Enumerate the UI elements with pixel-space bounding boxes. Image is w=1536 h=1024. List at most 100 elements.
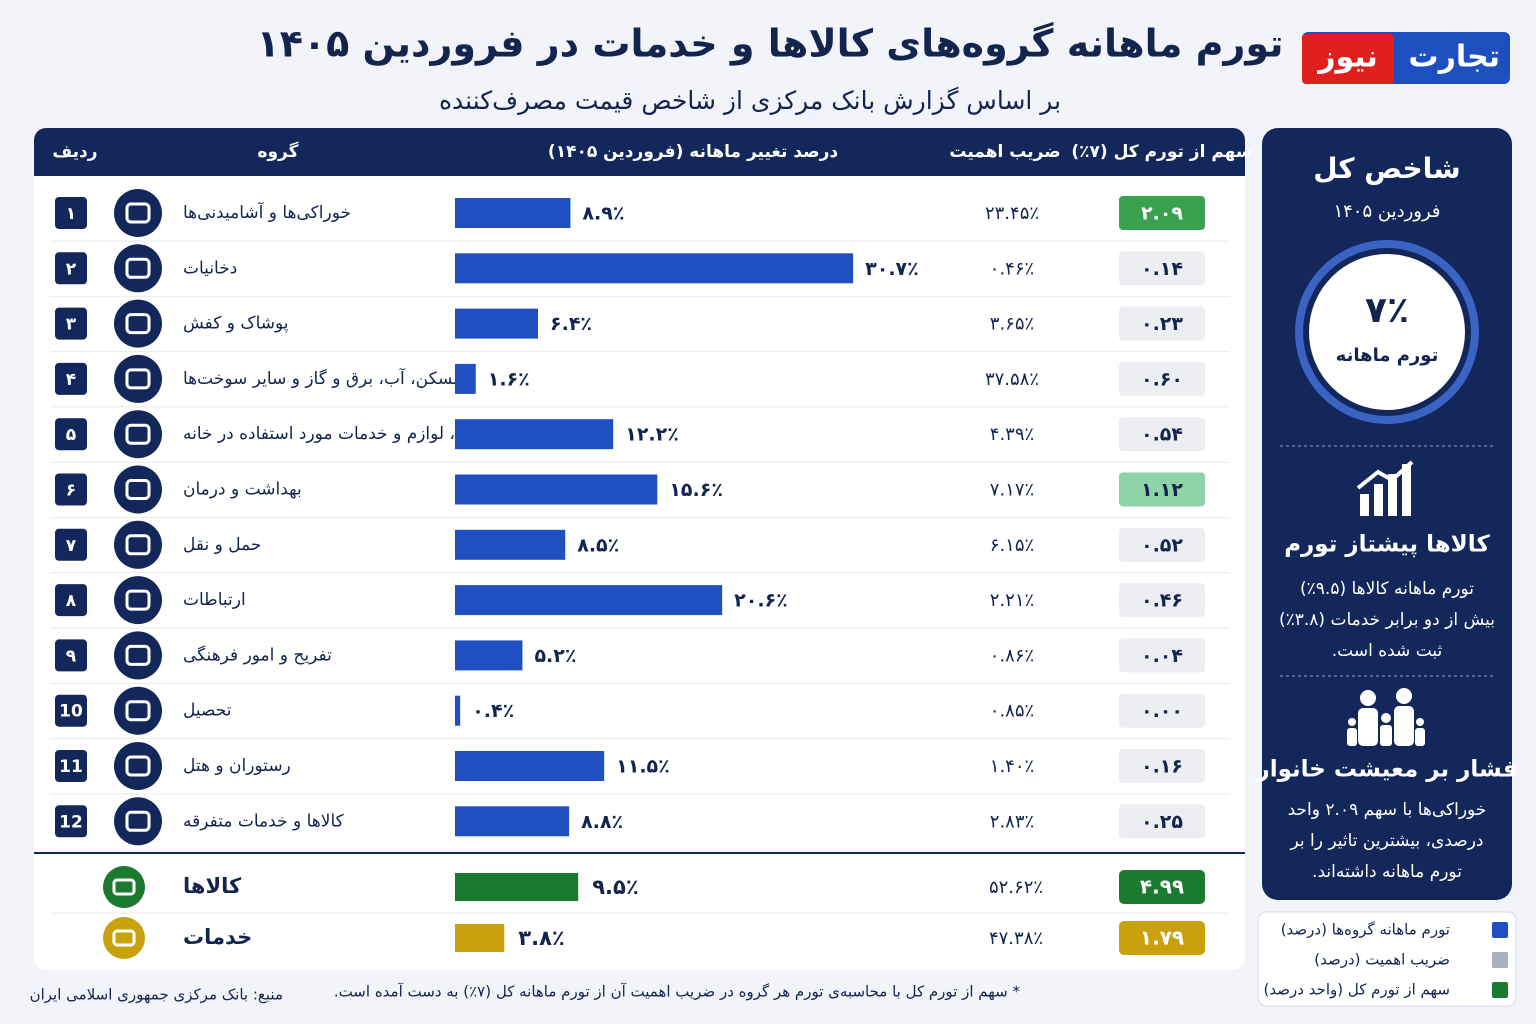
total-contribution: ۴.۹۹ <box>1140 875 1184 899</box>
panel-text: بیش از دو برابر خدمات (۳.۸٪) <box>1279 610 1495 630</box>
row-number-box <box>55 584 87 617</box>
value-label: ۸.۸٪ <box>581 811 623 833</box>
contribution: ۱.۱۲ <box>1141 479 1183 501</box>
title: تورم ماهانه گروه‌های کالاها و خدمات در ف… <box>257 22 1284 67</box>
category-label: رستوران و هتل <box>183 756 291 776</box>
row-icon-glyph <box>125 755 151 777</box>
contribution-box <box>1119 749 1205 783</box>
row-icon <box>114 686 162 735</box>
row-number-box <box>55 418 87 451</box>
row-number-box <box>55 528 87 561</box>
legend-swatch <box>1492 922 1508 938</box>
row-number-box <box>55 805 87 838</box>
bar <box>455 695 461 726</box>
row-icon-glyph <box>125 700 151 722</box>
row-icon-glyph <box>125 810 151 832</box>
category-label: دخانیات <box>183 258 237 278</box>
total-icon-glyph <box>112 929 136 947</box>
weight: ۱.۴۰٪ <box>990 756 1034 777</box>
value-label: ۲۰.۶٪ <box>734 590 788 612</box>
bar <box>455 363 476 394</box>
value-label: ۵.۲٪ <box>534 645 576 667</box>
category-label: ارتباطات <box>183 590 246 610</box>
panel-value: ۷٪ <box>1365 290 1409 331</box>
bar <box>455 585 723 616</box>
panel-heading: کالاها پیشتاز تورم <box>1284 532 1490 558</box>
weight: ۰.۸۶٪ <box>990 645 1034 666</box>
contribution: ۰.۵۲ <box>1141 534 1183 556</box>
value-label: ۱.۶٪ <box>488 368 530 390</box>
bar <box>455 640 523 671</box>
weight: ۲.۲۱٪ <box>990 590 1034 611</box>
row-icon-glyph <box>125 589 151 611</box>
value-label: ۸.۵٪ <box>577 534 619 556</box>
row-number: ۵ <box>66 425 76 445</box>
contribution-box <box>1119 804 1205 839</box>
row-icon <box>114 410 162 459</box>
family-icon <box>1347 688 1425 746</box>
weight: ۲۳.۴۵٪ <box>985 203 1039 224</box>
row-icon <box>114 797 162 846</box>
bar <box>455 198 571 228</box>
legend-label: تورم ماهانه گروه‌ها (درصد) <box>1281 921 1450 939</box>
logo-text: نیوز <box>1316 40 1378 75</box>
value-label: ۰.۴٪ <box>472 700 514 722</box>
legend-swatch <box>1492 952 1508 968</box>
row-icon-glyph <box>125 257 151 279</box>
weight: ۷.۱۷٪ <box>990 480 1034 501</box>
bar <box>455 529 566 560</box>
total-icon-glyph <box>112 878 136 896</box>
category-label: تفریح و امور فرهنگی <box>183 644 332 665</box>
legend-swatch <box>1492 982 1508 998</box>
category-label: بهداشت و درمان <box>183 480 302 500</box>
panel-value-caption: تورم ماهانه <box>1336 345 1439 366</box>
table-card <box>34 128 1245 970</box>
contribution-box <box>1119 527 1205 562</box>
panel-text: تورم ماهانه داشته‌اند. <box>1312 862 1462 882</box>
contribution: ۲.۰۹ <box>1141 203 1183 225</box>
row-icon <box>114 520 162 569</box>
contribution: ۰.۵۴ <box>1141 424 1183 446</box>
panel-text: تورم ماهانه کالاها (۹.۵٪) <box>1300 579 1474 599</box>
row-icon <box>114 631 162 680</box>
contribution-box <box>1119 361 1205 396</box>
contribution-box <box>1119 583 1205 618</box>
row-icon <box>114 244 162 293</box>
weight: ۳۷.۵۸٪ <box>985 369 1039 390</box>
total-name: خدمات <box>183 925 252 949</box>
total-bar <box>455 873 579 901</box>
subtitle: بر اساس گزارش بانک مرکزی از شاخص قیمت مص… <box>439 86 1061 115</box>
bar <box>455 474 658 505</box>
row-number: 12 <box>59 812 83 832</box>
contribution: ۰.۱۴ <box>1141 258 1183 280</box>
value-label: ۸.۹٪ <box>582 203 624 225</box>
category-label: کالاها و خدمات متفرقه <box>183 811 345 831</box>
panel-text: درصدی، بیشترین تاثیر را بر <box>1290 831 1484 851</box>
bar <box>455 419 614 450</box>
ring-inner <box>1309 254 1465 410</box>
category-label: تحصیل <box>183 701 232 721</box>
total-bar <box>455 924 505 952</box>
row-number: ۷ <box>66 536 77 556</box>
contribution-box <box>1119 196 1205 230</box>
row-number-box <box>55 639 87 672</box>
contribution: ۰.۰۴ <box>1141 645 1183 667</box>
total-weight: ۵۲.۶۲٪ <box>989 877 1043 898</box>
value-label: ۱۱.۵٪ <box>616 756 670 778</box>
row-number: 11 <box>59 757 83 777</box>
row-number-box <box>55 694 87 727</box>
value-label: ۱۵.۶٪ <box>669 479 723 501</box>
legend-label: ضریب اهمیت (درصد) <box>1314 951 1450 969</box>
total-value-label: ۹.۵٪ <box>592 875 638 899</box>
total-contribution-box <box>1119 870 1205 904</box>
category-label: حمل و نقل <box>183 535 261 555</box>
value-label: ۱۲.۲٪ <box>625 424 679 446</box>
row-number-box <box>55 362 87 395</box>
panel-text: خوراکی‌ها با سهم ۲.۰۹ واحد <box>1288 800 1487 820</box>
row-icon-glyph <box>125 534 151 556</box>
contribution: ۰.۰۰ <box>1141 700 1183 722</box>
row-number-box <box>55 750 87 782</box>
row-number: 10 <box>59 702 83 722</box>
category-label: مسکن، آب، برق و گاز و سایر سوخت‌ها <box>183 367 462 389</box>
